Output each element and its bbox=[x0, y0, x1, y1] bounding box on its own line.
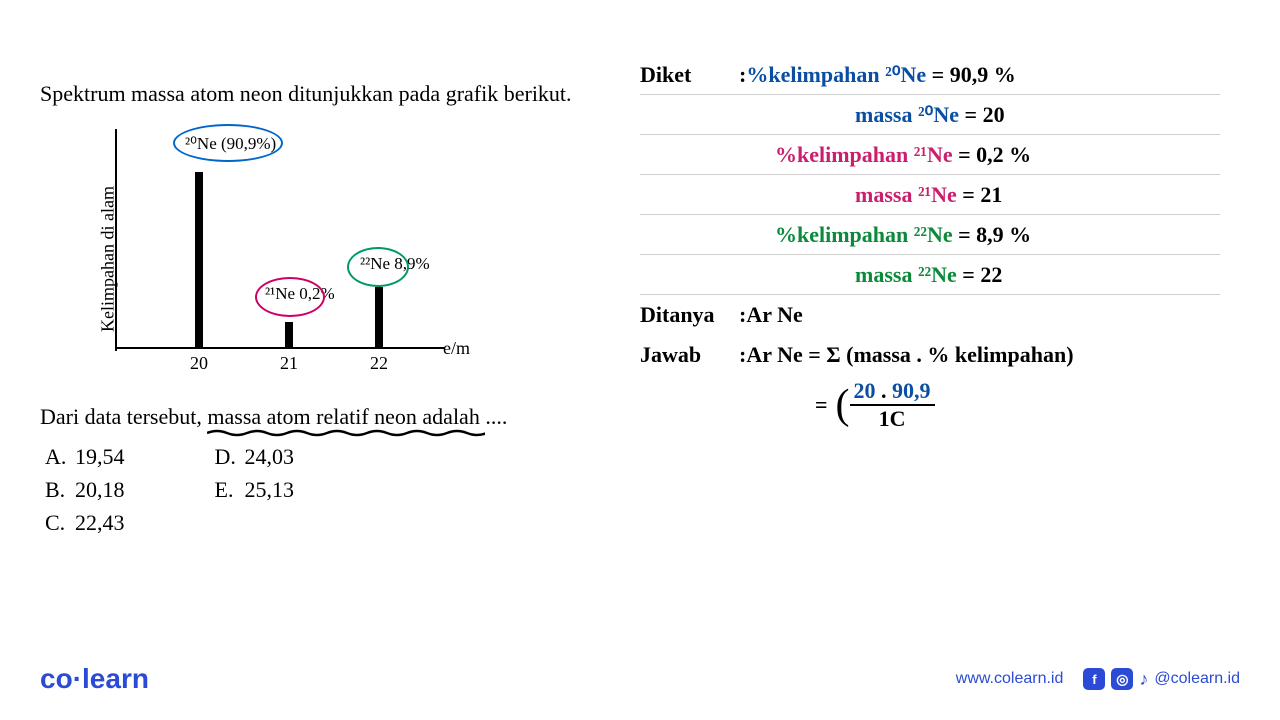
annotation-circle-21 bbox=[255, 277, 325, 317]
facebook-icon[interactable]: f bbox=[1083, 668, 1105, 690]
question-prompt: Dari data tersebut, massa atom relatif n… bbox=[40, 404, 610, 430]
answer-options: A.19,54 B.20,18 C.22,43 D.24,03 E.25,13 bbox=[45, 440, 610, 539]
options-col-1: A.19,54 B.20,18 C.22,43 bbox=[45, 440, 125, 539]
solution-line-1: massa ²⁰Ne = 20 bbox=[640, 95, 1220, 135]
solution-line-2: %kelimpahan ²¹Ne = 0,2 % bbox=[640, 135, 1220, 175]
footer-links: www.colearn.id f ◎ ♪ @colearn.id bbox=[956, 668, 1240, 690]
line-content: massa ²¹Ne = 21 bbox=[735, 182, 1220, 208]
solution-line-4: %kelimpahan ²²Ne = 8,9 % bbox=[640, 215, 1220, 255]
mass-spectrum-chart: Kelimpahan di alam e/m 20²⁰Ne (90,9%)21²… bbox=[60, 129, 460, 389]
x-axis bbox=[115, 347, 445, 349]
social-handle[interactable]: @colearn.id bbox=[1154, 670, 1240, 688]
instagram-icon[interactable]: ◎ bbox=[1111, 668, 1133, 690]
x-axis-label: e/m bbox=[443, 338, 470, 359]
line-content: Ar Ne = Σ (massa . % kelimpahan) bbox=[746, 342, 1220, 368]
bar-21 bbox=[285, 322, 293, 347]
option-d[interactable]: D.24,03 bbox=[215, 440, 295, 473]
prompt-underlined: massa atom relatif neon adalah bbox=[207, 404, 479, 429]
line-content: Ar Ne bbox=[746, 302, 1220, 328]
footer-url[interactable]: www.colearn.id bbox=[956, 670, 1064, 688]
annotation-circle-22 bbox=[347, 247, 409, 287]
option-c[interactable]: C.22,43 bbox=[45, 506, 125, 539]
prompt-pre: Dari data tersebut, bbox=[40, 404, 207, 429]
line-label: Ditanya bbox=[640, 302, 735, 328]
paren-icon: ( bbox=[836, 381, 850, 429]
x-tick-22: 22 bbox=[370, 353, 388, 374]
solution-line-3: massa ²¹Ne = 21 bbox=[640, 175, 1220, 215]
solution-fraction-line: = ( 20 . 90,9 1C bbox=[640, 375, 1220, 435]
line-label bbox=[640, 142, 735, 168]
line-label bbox=[640, 182, 735, 208]
line-content: %kelimpahan ²⁰Ne = 90,9 % bbox=[746, 62, 1220, 88]
line-content: %kelimpahan ²¹Ne = 0,2 % bbox=[735, 142, 1220, 168]
x-tick-21: 21 bbox=[280, 353, 298, 374]
chart-axes: e/m 20²⁰Ne (90,9%)21²¹Ne 0,2%22²²Ne 8,9% bbox=[115, 129, 445, 369]
line-label: Diket bbox=[640, 62, 735, 88]
question-intro: Spektrum massa atom neon ditunjukkan pad… bbox=[40, 80, 610, 109]
solution-line-5: massa ²²Ne = 22 bbox=[640, 255, 1220, 295]
line-content: %kelimpahan ²²Ne = 8,9 % bbox=[735, 222, 1220, 248]
line-content: massa ²⁰Ne = 20 bbox=[735, 102, 1220, 128]
line-content: massa ²²Ne = 22 bbox=[735, 262, 1220, 288]
solution-line-0: Diket: %kelimpahan ²⁰Ne = 90,9 % bbox=[640, 55, 1220, 95]
fraction-numerator: 20 . 90,9 bbox=[850, 378, 935, 406]
solution-line-7: Jawab: Ar Ne = Σ (massa . % kelimpahan) bbox=[640, 335, 1220, 375]
footer: co·learn www.colearn.id f ◎ ♪ @colearn.i… bbox=[40, 663, 1240, 695]
x-tick-20: 20 bbox=[190, 353, 208, 374]
line-label bbox=[640, 262, 735, 288]
question-panel: Spektrum massa atom neon ditunjukkan pad… bbox=[40, 80, 610, 539]
colearn-logo: co·learn bbox=[40, 663, 149, 695]
annotation-circle-20 bbox=[173, 124, 283, 162]
option-e[interactable]: E.25,13 bbox=[215, 473, 295, 506]
line-label: Jawab bbox=[640, 342, 735, 368]
equals-sign: = bbox=[815, 392, 828, 418]
option-a[interactable]: A.19,54 bbox=[45, 440, 125, 473]
social-icons: f ◎ ♪ @colearn.id bbox=[1083, 668, 1240, 690]
bar-22 bbox=[375, 287, 383, 347]
line-label bbox=[640, 102, 735, 128]
line-label bbox=[640, 222, 735, 248]
solution-line-6: Ditanya: Ar Ne bbox=[640, 295, 1220, 335]
option-b[interactable]: B.20,18 bbox=[45, 473, 125, 506]
fraction-denominator: 1C bbox=[850, 406, 935, 432]
bar-20 bbox=[195, 172, 203, 347]
y-axis bbox=[115, 129, 117, 351]
wavy-underline-icon bbox=[207, 429, 485, 437]
solution-panel: Diket: %kelimpahan ²⁰Ne = 90,9 % massa ²… bbox=[640, 55, 1220, 435]
fraction: 20 . 90,9 1C bbox=[850, 378, 935, 432]
prompt-post: .... bbox=[485, 404, 507, 429]
options-col-2: D.24,03 E.25,13 bbox=[215, 440, 295, 539]
tiktok-icon[interactable]: ♪ bbox=[1139, 668, 1148, 690]
